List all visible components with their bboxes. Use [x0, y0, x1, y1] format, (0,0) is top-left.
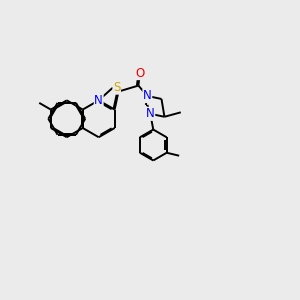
Text: N: N — [143, 89, 152, 103]
Text: N: N — [146, 107, 155, 120]
Text: S: S — [113, 81, 120, 94]
Text: N: N — [94, 94, 103, 107]
Text: O: O — [135, 67, 145, 80]
